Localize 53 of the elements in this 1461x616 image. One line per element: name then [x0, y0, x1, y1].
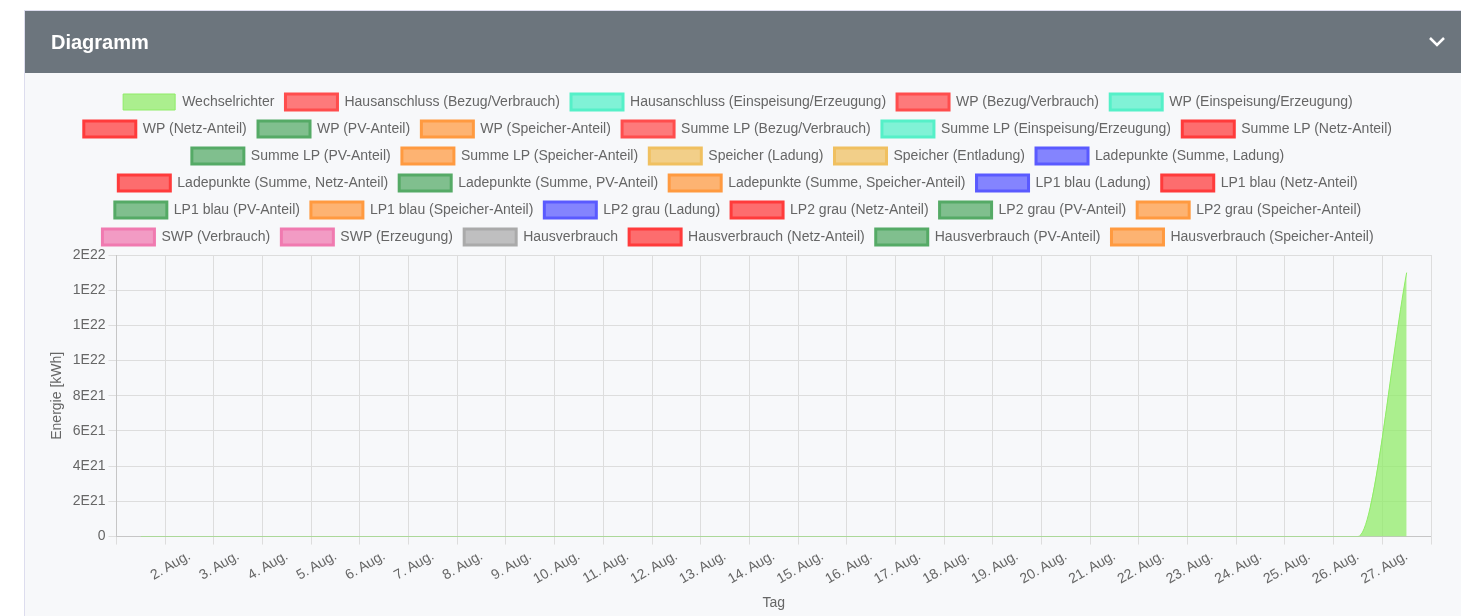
x-tick-label: 7. Aug.	[390, 546, 437, 583]
legend-label: Summe LP (Einspeisung/Erzeugung)	[940, 119, 1172, 136]
y-tick-label: 1E22	[72, 316, 106, 333]
legend-label: Ladepunkte (Summe, Netz-Anteil)	[177, 173, 389, 190]
legend-label: LP1 blau (Ladung)	[1035, 173, 1151, 190]
x-tick-label: 4. Aug.	[244, 546, 291, 583]
legend-label: LP2 grau (PV-Anteil)	[998, 200, 1127, 217]
y-tick-label: 1E22	[72, 281, 106, 298]
x-tick-label: 2. Aug.	[147, 546, 193, 583]
legend-label: WP (Einspeisung/Erzeugung)	[1169, 92, 1353, 109]
y-tick-label: 8E21	[72, 386, 106, 403]
legend-label: LP2 grau (Netz-Anteil)	[790, 200, 929, 217]
legend-label: Speicher (Ladung)	[708, 146, 824, 163]
legend-label: WP (PV-Anteil)	[317, 119, 411, 136]
legend-label: Hausverbrauch	[523, 227, 619, 244]
x-tick-label: 6. Aug.	[341, 546, 388, 583]
legend-label: Summe LP (Bezug/Verbrauch)	[681, 119, 871, 136]
legend-label: LP1 blau (Netz-Anteil)	[1220, 173, 1358, 190]
legend-label: WP (Bezug/Verbrauch)	[956, 92, 1099, 109]
legend-label: Ladepunkte (Summe, PV-Anteil)	[458, 173, 659, 190]
x-tick-label: 5. Aug.	[293, 546, 340, 583]
y-tick-label: 2E21	[72, 492, 106, 509]
legend-label: Hausanschluss (Einspeisung/Erzeugung)	[630, 92, 887, 109]
legend-label: Ladepunkte (Summe, Speicher-Anteil)	[728, 173, 966, 190]
legend-label: Ladepunkte (Summe, Ladung)	[1095, 146, 1285, 163]
legend-label: SWP (Erzeugung)	[340, 227, 453, 244]
legend-label: Summe LP (Speicher-Anteil)	[460, 146, 639, 163]
legend-label: Speicher (Entladung)	[893, 146, 1026, 163]
y-tick-label: 1E22	[72, 351, 106, 368]
legend-label: WP (Speicher-Anteil)	[480, 119, 611, 136]
y-tick-label: 4E21	[72, 457, 106, 474]
legend-label: SWP (Verbrauch)	[161, 227, 271, 244]
x-tick-label: 3. Aug.	[195, 546, 242, 583]
legend-label: LP2 grau (Speicher-Anteil)	[1196, 200, 1362, 217]
y-tick-label: 0	[97, 527, 106, 544]
x-tick-label: 9. Aug.	[488, 546, 534, 583]
legend-label: LP1 blau (Speicher-Anteil)	[369, 200, 534, 217]
legend-label: Hausverbrauch (Speicher-Anteil)	[1170, 227, 1374, 244]
legend-label: Wechselrichter	[182, 92, 275, 109]
legend-label: LP2 grau (Ladung)	[603, 200, 721, 217]
x-tick-label: 8. Aug.	[439, 546, 486, 583]
legend-label: WP (Netz-Anteil)	[142, 119, 247, 136]
y-tick-label: 2E22	[72, 245, 106, 262]
legend-label: Hausverbrauch (PV-Anteil)	[934, 227, 1101, 244]
y-axis-title: Energie [kWh]	[48, 351, 65, 440]
legend-label: Summe LP (Netz-Anteil)	[1241, 119, 1392, 136]
x-axis-title: Tag	[762, 594, 786, 611]
legend-label: Hausverbrauch (Netz-Anteil)	[688, 227, 865, 244]
legend-label: Summe LP (PV-Anteil)	[250, 146, 391, 163]
legend-label: Hausanschluss (Bezug/Verbrauch)	[344, 92, 561, 109]
y-tick-label: 6E21	[72, 421, 106, 438]
legend-label: LP1 blau (PV-Anteil)	[173, 200, 300, 217]
chart-title: Diagramm	[51, 30, 149, 54]
